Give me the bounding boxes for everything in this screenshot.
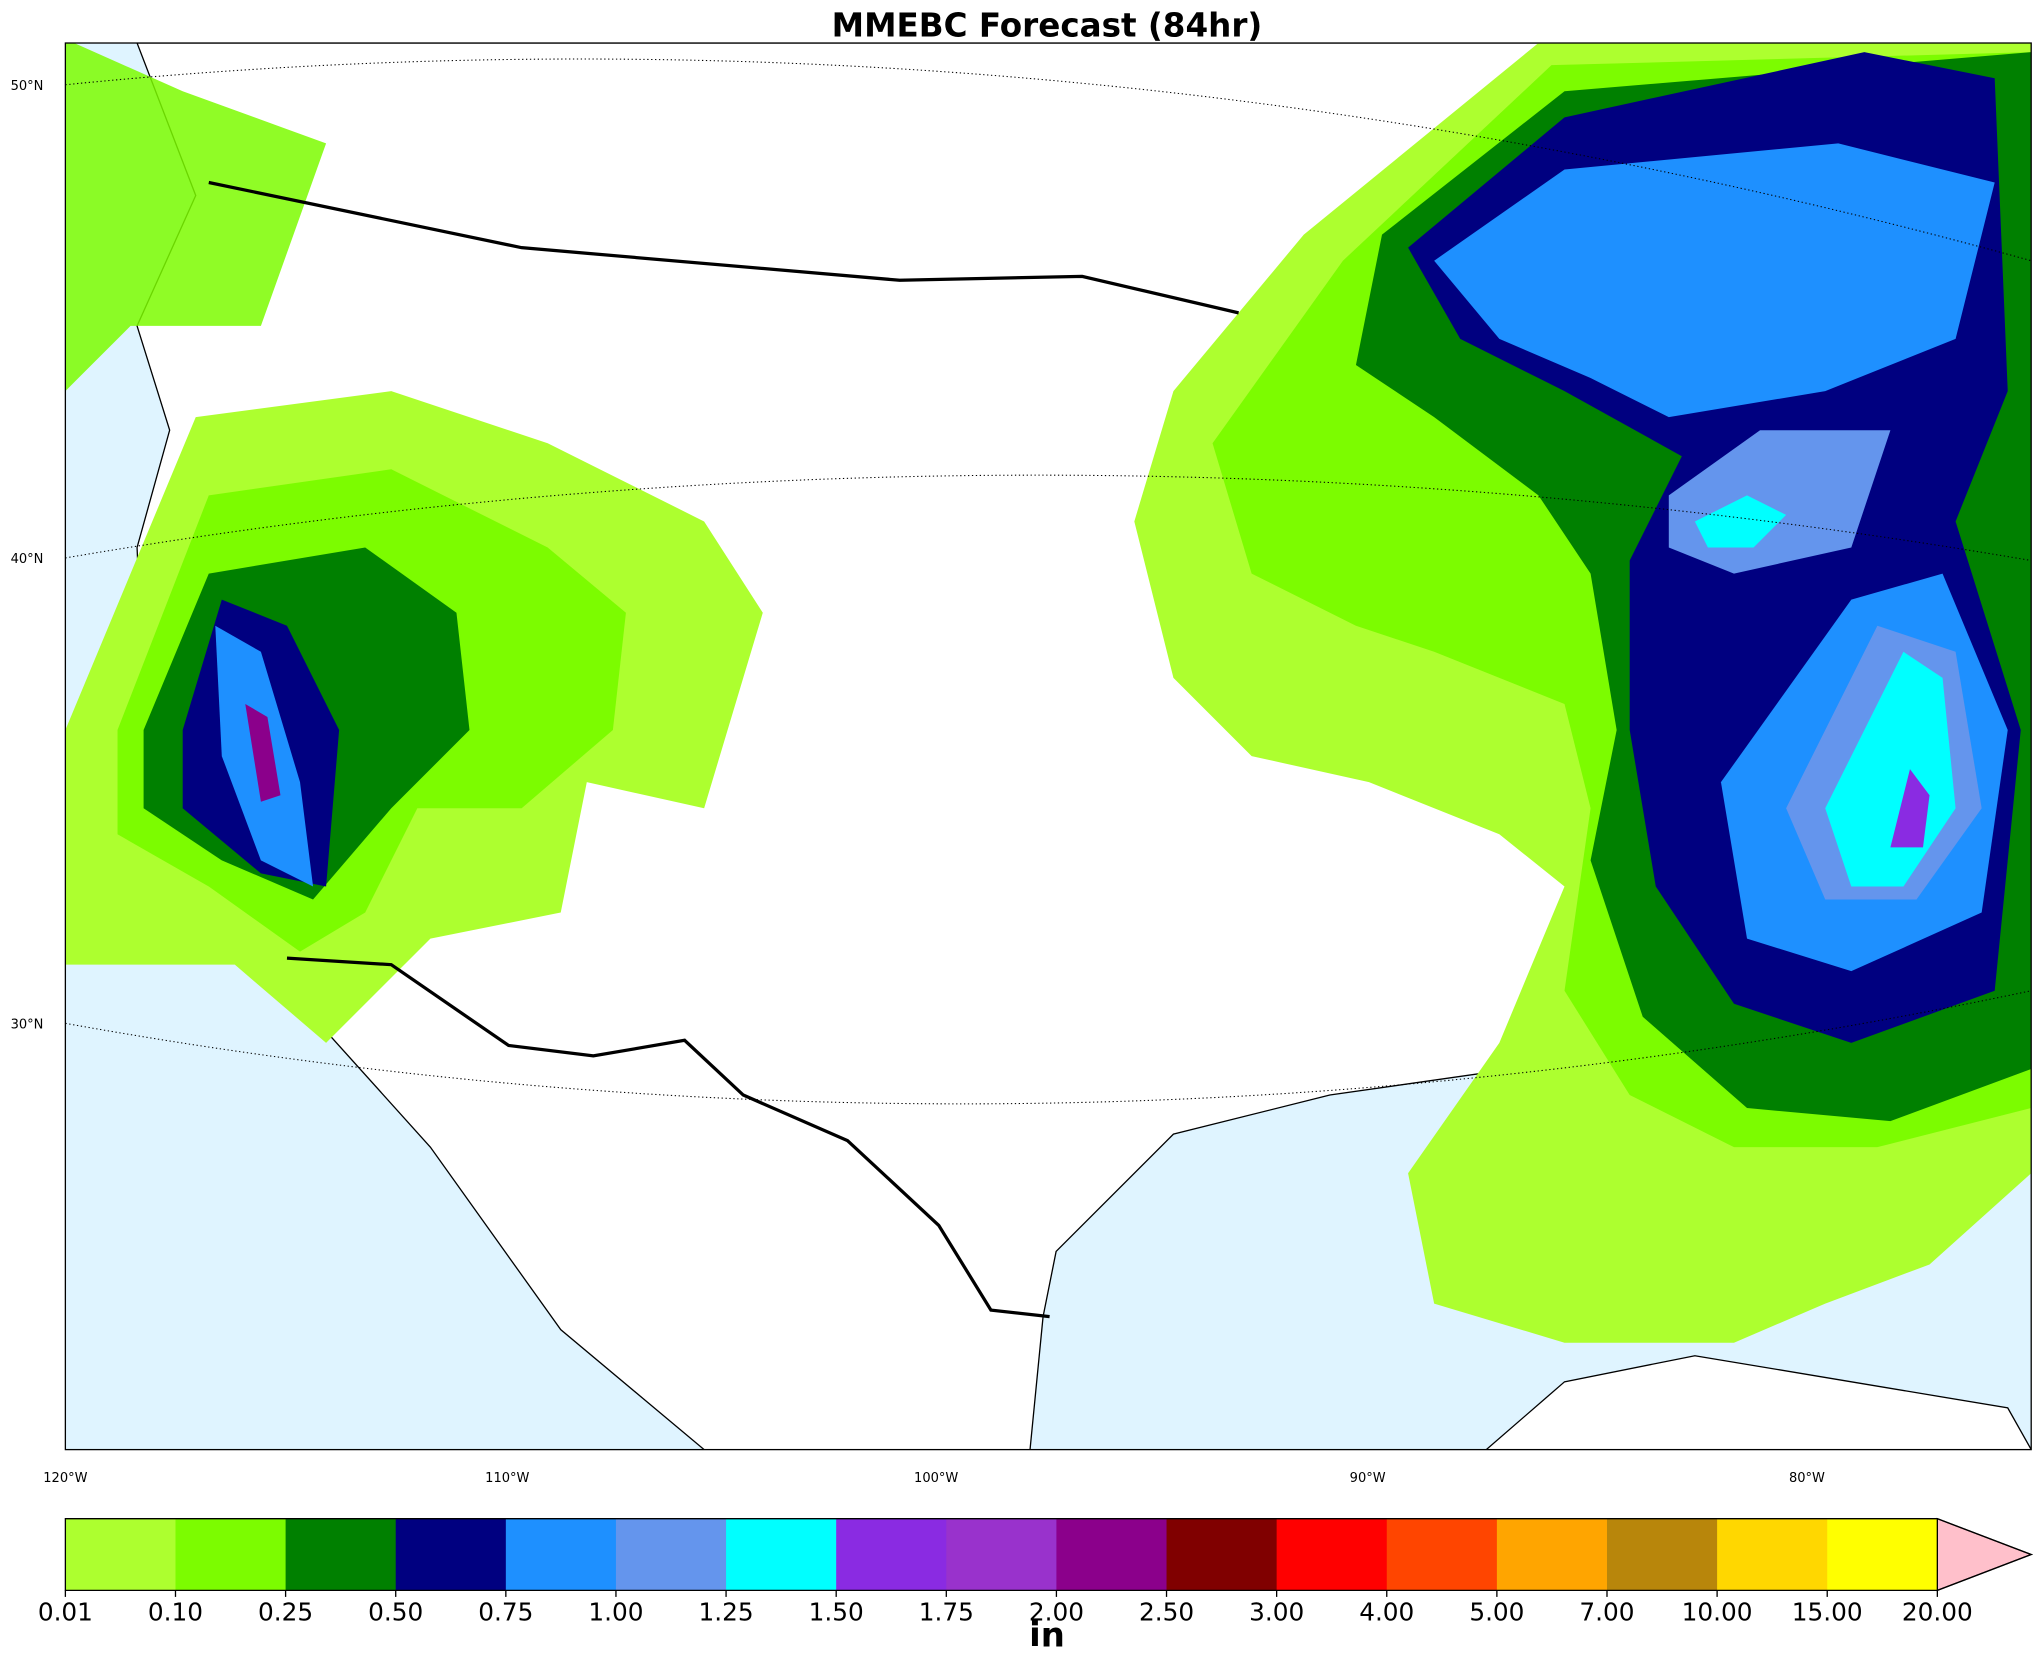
colorbar-segment: [836, 1518, 947, 1591]
colorbar-tick-label: 1.25: [699, 1597, 754, 1626]
longitude-label: 100°W: [914, 1471, 958, 1486]
colorbar: 0.01 0.10 0.25 0.50 0.75 1.00 1.25 1.50 1.75 2.00…: [38, 1517, 2034, 1626]
colorbar-segment: [395, 1518, 507, 1591]
graticule: [65, 58, 2032, 1105]
colorbar-label: in: [1029, 1615, 1065, 1654]
colorbar-tick-label: 0.75: [478, 1597, 533, 1626]
longitude-label: 110°W: [485, 1471, 529, 1486]
axis-labels: 50°N 40°N 30°N 120°W 110°W 100°W 90°W 80°W: [11, 79, 1825, 1486]
colorbar-segment: [1166, 1518, 1278, 1591]
colorbar-segment: [65, 1518, 177, 1591]
colorbar-tick-label: 7.00: [1579, 1597, 1634, 1626]
colorbar-tick-label: 10.00: [1682, 1597, 1753, 1626]
colorbar-segment: [946, 1518, 1058, 1591]
map-frame: [64, 42, 2032, 1451]
colorbar-tick-label: 0.25: [258, 1597, 313, 1626]
colorbar-segment: [726, 1518, 837, 1591]
colorbar-tick-label: 2.00: [1029, 1597, 1084, 1626]
colorbar-segment: [505, 1518, 617, 1591]
colorbar-tick-label: 4.00: [1359, 1597, 1414, 1626]
border-line: [208, 180, 1239, 315]
precip-area: [65, 43, 327, 392]
colorbar-segment: [615, 1518, 727, 1591]
colorbar-segment: [1827, 1518, 1938, 1591]
latitude-label: 50°N: [11, 79, 44, 94]
colorbar-segment: [1276, 1518, 1388, 1591]
precip-area: [1694, 495, 1787, 548]
colorbar-segment: [1386, 1518, 1498, 1591]
colorbar-tick-label: 2.50: [1139, 1597, 1194, 1626]
precip-area: [245, 703, 281, 802]
longitude-label: 80°W: [1789, 1471, 1825, 1486]
colorbar-segment: [1496, 1518, 1608, 1591]
colorbar-tick-label: 20.00: [1902, 1597, 1973, 1626]
colorbar-segment: [285, 1518, 397, 1591]
colorbar-outline: [64, 1518, 2034, 1592]
cuba: [1485, 1355, 2032, 1450]
latitude-label: 40°N: [11, 552, 44, 567]
precip-area: [1434, 143, 1995, 418]
latitude-label: 30°N: [11, 1018, 44, 1033]
map-title: MMEBC Forecast (84hr): [832, 7, 1263, 45]
colorbar-segment: [1056, 1518, 1168, 1591]
longitude-label: 120°W: [43, 1471, 87, 1486]
colorbar-segment: [1717, 1518, 1828, 1591]
colorbar-tick-label: 5.00: [1469, 1597, 1524, 1626]
border-line: [286, 956, 1050, 1319]
colorbar-tick-label: 1.50: [809, 1597, 864, 1626]
colorbar-tick-label: 15.00: [1792, 1597, 1863, 1626]
colorbar-tick-label: 3.00: [1249, 1597, 1304, 1626]
colorbar-tick-label: 0.10: [148, 1597, 203, 1626]
map-area: [64, 42, 2032, 1451]
colorbar-segment: [1606, 1518, 1718, 1591]
colorbar-tick-label: 1.00: [588, 1597, 643, 1626]
colorbar-tick-label: 0.01: [38, 1597, 93, 1626]
colorbar-segment: [175, 1518, 287, 1591]
colorbar-tick-label: 1.75: [919, 1597, 974, 1626]
longitude-label: 90°W: [1350, 1471, 1386, 1486]
colorbar-tick-label: 0.50: [368, 1597, 423, 1626]
precip-area: [1890, 769, 1930, 848]
